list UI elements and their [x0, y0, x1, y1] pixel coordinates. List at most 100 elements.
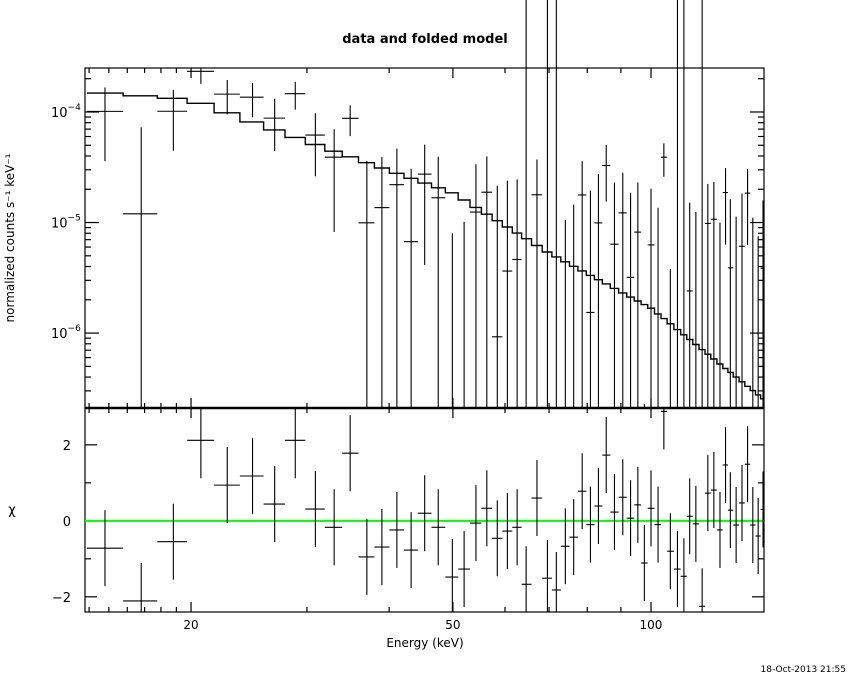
residual-point: [602, 417, 611, 494]
residual-point: [521, 546, 532, 612]
residual-point: [667, 513, 674, 590]
data-point: [626, 192, 635, 408]
residual-point: [284, 408, 306, 479]
data-point: [305, 113, 325, 177]
residual-point: [569, 499, 578, 576]
residual-point: [492, 500, 503, 577]
x-tick-label: 50: [445, 618, 460, 632]
data-point: [704, 183, 711, 408]
data-point: [577, 161, 587, 408]
data-point: [358, 160, 375, 408]
y-tick-label: 10−5: [51, 214, 81, 232]
residual-point: [610, 474, 619, 551]
data-point: [123, 127, 158, 408]
residual-point: [445, 539, 459, 612]
residual-point: [641, 525, 648, 601]
residual-point: [699, 568, 705, 612]
y-tick-exponent: −6: [68, 324, 82, 334]
residual-point: [660, 408, 668, 450]
data-point: [187, 68, 215, 84]
residual-point: [431, 489, 446, 566]
data-point: [602, 145, 611, 202]
residual-point: [358, 518, 375, 595]
residual-point: [551, 551, 561, 612]
residual-point: [470, 485, 482, 562]
data-point: [374, 157, 390, 408]
data-point: [727, 199, 734, 408]
data-point: [470, 164, 482, 408]
data-point: [502, 180, 513, 408]
residual-point: [214, 447, 240, 524]
residual-point: [692, 485, 700, 562]
data-point: [744, 168, 751, 245]
residual-point: [502, 493, 513, 570]
y-tick-exponent: −4: [68, 103, 82, 113]
residual-point: [654, 486, 661, 563]
data-point: [284, 81, 306, 110]
residual-point: [586, 486, 595, 563]
y-tick-base: 10: [51, 106, 68, 121]
data-point: [531, 159, 543, 408]
x-axis-label: Energy (keV): [386, 636, 463, 650]
data-point: [404, 168, 418, 408]
data-point: [710, 182, 717, 408]
data-point: [431, 156, 446, 408]
residual-point: [710, 452, 717, 529]
y-tick-base: 10: [51, 217, 68, 232]
residual-point: [727, 472, 734, 549]
residual-point: [542, 540, 552, 612]
y-tick-exponent: −5: [68, 214, 81, 224]
data-point: [610, 182, 619, 408]
data-point: [389, 148, 405, 408]
data-point: [239, 83, 264, 118]
residual-point: [673, 531, 681, 608]
residual-point: [577, 453, 587, 530]
data-point: [86, 87, 124, 162]
data-point: [342, 105, 359, 137]
chart-title: data and folded model: [342, 32, 508, 47]
chi-tick-label: 0: [63, 515, 71, 530]
residual-point: [531, 460, 543, 537]
data-point: [492, 185, 503, 408]
chi-tick-label: −2: [52, 591, 71, 606]
residual-point: [239, 438, 264, 514]
residual-point: [594, 468, 603, 544]
residual-point: [458, 531, 471, 608]
data-point: [618, 172, 627, 408]
data-point: [324, 129, 343, 232]
residual-point: [755, 498, 761, 575]
residual-point: [512, 489, 522, 566]
residual-point: [686, 478, 693, 555]
data-point: [586, 190, 595, 408]
data-point: [594, 173, 603, 408]
residual-point: [704, 455, 711, 532]
y-axis-label-top: normalized counts s⁻¹ keV⁻¹: [3, 153, 17, 322]
residual-point: [342, 415, 359, 492]
data-point: [722, 168, 728, 245]
residual-point: [305, 471, 325, 548]
residual-point: [86, 510, 124, 587]
chi-tick-label: 2: [63, 439, 71, 454]
residual-point: [417, 475, 432, 552]
residual-point: [680, 538, 687, 612]
residual-point: [750, 487, 756, 563]
data-point: [634, 182, 642, 408]
data-point: [157, 89, 188, 151]
data-point: [686, 202, 693, 408]
residual-point: [618, 459, 627, 536]
residual-point: [123, 562, 158, 612]
residual-point: [324, 489, 343, 566]
bottom-frame: [84, 407, 765, 613]
data-point: [760, 200, 764, 408]
residual-point: [626, 480, 635, 557]
residual-point: [404, 512, 418, 589]
residual-point: [481, 470, 493, 547]
data-point: [647, 188, 655, 408]
data-point: [512, 179, 522, 408]
y-axis-label-bottom: χ: [8, 503, 16, 518]
y-tick-base: 10: [51, 327, 68, 342]
top-panel: 10−410−510−6: [51, 0, 765, 410]
residual-point: [760, 471, 764, 548]
